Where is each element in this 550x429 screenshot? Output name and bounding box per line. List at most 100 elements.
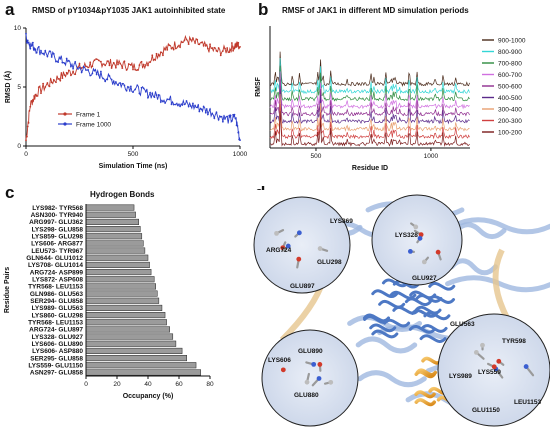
series-point bbox=[232, 49, 235, 52]
residue-label: ARG724 bbox=[266, 247, 292, 254]
series-point bbox=[136, 69, 139, 71]
series-point bbox=[106, 60, 109, 63]
series-point bbox=[78, 62, 81, 65]
series-point bbox=[215, 49, 218, 52]
x-tick-label: 500 bbox=[128, 151, 139, 158]
series-point bbox=[100, 70, 102, 73]
series-point bbox=[132, 91, 134, 93]
series-point bbox=[59, 57, 62, 60]
bar bbox=[85, 312, 166, 319]
y-tick-label: 5 bbox=[17, 84, 21, 91]
series-point bbox=[72, 70, 74, 73]
rmsf-series-900-1000 bbox=[269, 51, 470, 87]
series-point bbox=[34, 48, 37, 51]
series-point bbox=[25, 41, 28, 44]
series-point bbox=[27, 121, 30, 124]
category-label: LYS298- GLU858 bbox=[32, 226, 84, 233]
series-point bbox=[236, 125, 239, 127]
series-point bbox=[168, 44, 171, 47]
helix-orange bbox=[415, 368, 438, 377]
atom bbox=[473, 350, 479, 355]
rmsf-series-300-400 bbox=[269, 93, 470, 132]
series-point bbox=[221, 120, 224, 123]
series-point bbox=[147, 96, 149, 99]
series-point bbox=[52, 79, 55, 81]
series-point bbox=[185, 100, 188, 102]
series-point bbox=[230, 42, 233, 44]
series-point bbox=[144, 64, 147, 66]
atom bbox=[496, 358, 502, 364]
category-label: LYS859- GLU298 bbox=[32, 233, 84, 240]
zoom-circle-top-middle bbox=[371, 194, 463, 286]
atom bbox=[296, 230, 302, 236]
category-label: ARG724- ASP899 bbox=[30, 269, 84, 276]
bar bbox=[85, 247, 146, 254]
panel-a-label: a bbox=[5, 0, 15, 19]
series-point bbox=[149, 91, 152, 94]
helix-core bbox=[389, 290, 417, 300]
helix bbox=[449, 258, 498, 276]
bar bbox=[85, 240, 144, 247]
series-point bbox=[233, 47, 236, 50]
series-point bbox=[93, 59, 96, 62]
residue-label: GLU890 bbox=[298, 348, 323, 355]
series-point bbox=[198, 43, 201, 46]
residue-label: TYR598 bbox=[502, 338, 526, 345]
x-tick-label: 500 bbox=[311, 153, 322, 160]
atom bbox=[407, 249, 413, 254]
panel-c-title: Hydrogen Bonds bbox=[90, 190, 155, 199]
series-point bbox=[87, 66, 89, 69]
helix-core bbox=[383, 318, 411, 328]
series-point bbox=[80, 71, 83, 74]
series-point bbox=[74, 60, 77, 63]
series-point bbox=[78, 66, 81, 69]
series-point bbox=[183, 39, 186, 42]
atom bbox=[280, 367, 286, 373]
series-point bbox=[25, 139, 27, 142]
rmsf-series-100-200 bbox=[269, 111, 470, 147]
series-point bbox=[172, 48, 175, 51]
series-point bbox=[110, 78, 113, 81]
x-tick-label: 20 bbox=[113, 381, 121, 388]
series-point bbox=[170, 47, 173, 50]
residue-label: LEU1153 bbox=[514, 399, 541, 406]
series-point bbox=[104, 64, 107, 67]
legend-label: 800-900 bbox=[498, 49, 522, 56]
series-point bbox=[230, 120, 233, 122]
residue-label: LYS559 bbox=[478, 369, 501, 376]
bar bbox=[85, 326, 170, 333]
atom bbox=[523, 364, 529, 369]
helix-core bbox=[414, 305, 442, 315]
series-point bbox=[140, 86, 143, 89]
y-tick-label: 0 bbox=[17, 143, 21, 150]
bar bbox=[85, 333, 174, 340]
series-point bbox=[34, 93, 37, 96]
category-label: TYR568- LEU1153 bbox=[28, 319, 83, 326]
series-point bbox=[153, 58, 156, 61]
category-label: GLN986- GLU563 bbox=[30, 291, 83, 298]
series-point bbox=[89, 74, 92, 77]
residue-label: LYS606 bbox=[268, 357, 291, 364]
residue-label: LYS328 bbox=[395, 232, 418, 239]
series-point bbox=[25, 32, 27, 35]
series-point bbox=[215, 111, 218, 114]
helix-core bbox=[415, 294, 443, 303]
series-point bbox=[166, 98, 169, 101]
series-point bbox=[95, 73, 98, 76]
series-point bbox=[189, 105, 192, 107]
series-point bbox=[162, 100, 164, 103]
bar bbox=[85, 355, 187, 362]
series-point bbox=[155, 94, 158, 96]
atom bbox=[435, 249, 441, 255]
series-point bbox=[235, 45, 238, 48]
legend-label: 300-400 bbox=[498, 106, 522, 113]
series-point bbox=[63, 62, 66, 65]
x-tick-label: 1000 bbox=[424, 153, 439, 160]
series-point bbox=[166, 48, 169, 51]
series-point bbox=[63, 74, 66, 76]
series-point bbox=[100, 60, 102, 63]
x-tick-label: 1000 bbox=[233, 151, 248, 158]
series-point bbox=[164, 102, 167, 104]
legend-label: 900-1000 bbox=[498, 37, 526, 44]
series-point bbox=[159, 51, 162, 54]
